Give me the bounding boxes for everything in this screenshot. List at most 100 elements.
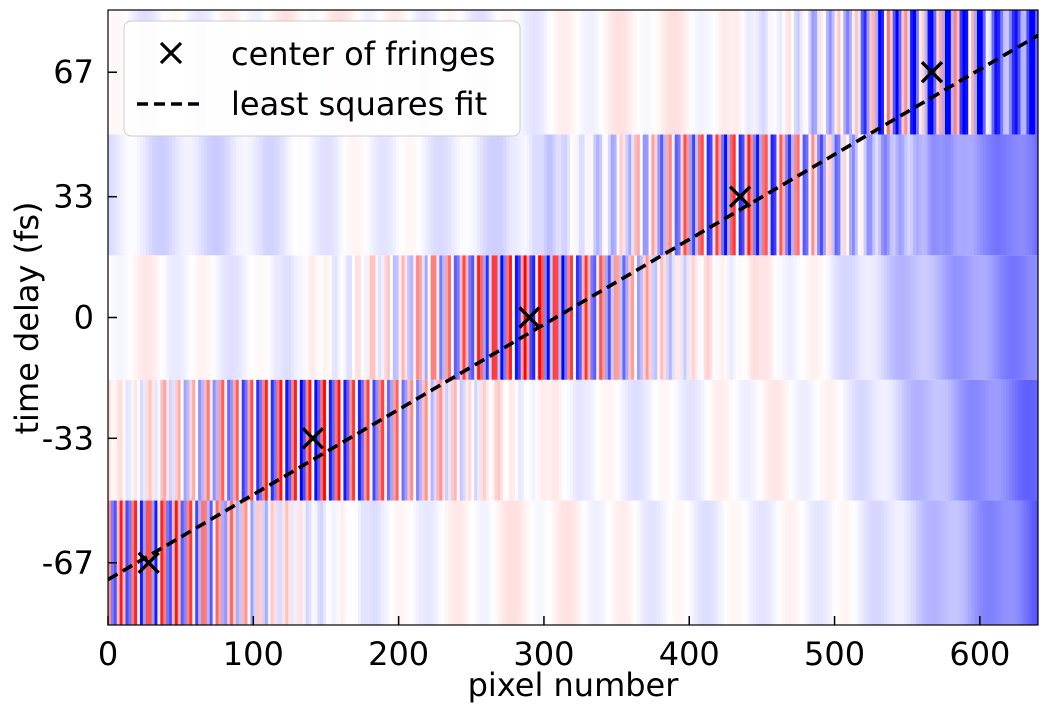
fringe-center-marker [137,551,160,574]
heatmap-cell [523,500,528,625]
heatmap-cell [616,134,621,256]
heatmap-cell [349,379,353,501]
heatmap-cell [482,134,487,256]
heatmap-row [108,379,1038,501]
heatmap-cell [320,255,324,380]
heatmap-cell [442,500,446,625]
heatmap-cell [991,10,996,135]
heatmap-cell [325,255,330,380]
heatmap-cell [549,500,554,625]
y-tick-label: 0 [74,299,94,337]
heatmap-cell [436,134,440,256]
heatmap-cell [192,255,196,380]
heatmap-cell [651,255,655,380]
heatmap-cell [538,500,542,625]
heatmap-cell [721,500,725,625]
heatmap-cell [171,500,176,625]
heatmap-cell [477,134,481,256]
heatmap-cell [997,134,1001,256]
heatmap-cell [613,500,618,625]
heatmap-cell [674,379,679,501]
heatmap-cell [648,134,653,256]
heatmap-cell [764,10,769,135]
heatmap-cell [735,379,740,501]
heatmap-cell [270,379,275,501]
heatmap-cell [956,379,961,501]
heatmap-cell [625,10,629,135]
heatmap-cell [395,255,400,380]
heatmap-cell [910,134,914,256]
heatmap-cell [692,10,696,135]
heatmap-cell [840,255,844,380]
heatmap-cell [782,10,786,135]
heatmap-cell [974,379,978,501]
heatmap-cell [677,134,682,256]
heatmap-cell [570,134,574,256]
heatmap-cell [683,134,687,256]
heatmap-cell [945,255,949,380]
heatmap-cell [965,379,969,501]
heatmap-cell [349,134,353,256]
heatmap-cell [976,134,981,256]
heatmap-cell [352,379,356,501]
heatmap-cell [387,134,391,256]
heatmap-cell [1023,255,1027,380]
heatmap-cell [474,134,478,256]
heatmap-cell [651,379,655,501]
heatmap-cell [189,379,193,501]
heatmap-cell [418,379,423,501]
heatmap-cell [671,134,676,256]
heatmap-cell [924,255,929,380]
heatmap-cell [352,500,356,625]
heatmap-cell [221,500,225,625]
heatmap-cell [517,379,522,501]
heatmap-cell [587,500,592,625]
heatmap-cell [355,134,359,256]
heatmap-cell [849,255,853,380]
heatmap-cell [543,500,548,625]
heatmap-cell [692,134,696,256]
heatmap-cell [619,10,624,135]
heatmap-cell [491,134,496,256]
heatmap-cell [674,134,679,256]
heatmap-cell [459,500,464,625]
heatmap-cell [799,500,804,625]
heatmap-cell [756,379,760,501]
heatmap-cell [790,134,795,256]
heatmap-cell [724,379,728,501]
heatmap-cell [721,134,725,256]
heatmap-cell [599,379,603,501]
heatmap-cell [822,379,827,501]
heatmap-cell [488,500,493,625]
heatmap-cell [593,500,597,625]
heatmap-cell [666,255,670,380]
heatmap-cell [857,255,862,380]
heatmap-cell [372,379,376,501]
heatmap-cell [570,500,574,625]
heatmap-cell [567,10,571,135]
heatmap-cell [834,134,839,256]
heatmap-cell [994,500,998,625]
heatmap-cell [628,500,632,625]
heatmap-cell [514,255,519,380]
heatmap-cell [692,500,696,625]
heatmap-cell [526,379,531,501]
heatmap-cell [945,134,949,256]
heatmap-cell [485,134,490,256]
heatmap-cell [869,379,873,501]
heatmap-cell [947,10,952,135]
heatmap-cell [323,255,327,380]
heatmap-cell [872,379,876,501]
heatmap-cell [962,10,966,135]
heatmap-cell [439,134,443,256]
heatmap-cell [962,255,966,380]
heatmap-cell [320,379,324,501]
heatmap-cell [898,134,903,256]
heatmap-cell [294,379,298,501]
heatmap-cell [558,255,562,380]
heatmap-cell [695,255,699,380]
heatmap-cell [860,10,865,135]
heatmap-cell [677,10,682,135]
heatmap-cell [171,134,176,256]
heatmap-cell [1008,500,1013,625]
